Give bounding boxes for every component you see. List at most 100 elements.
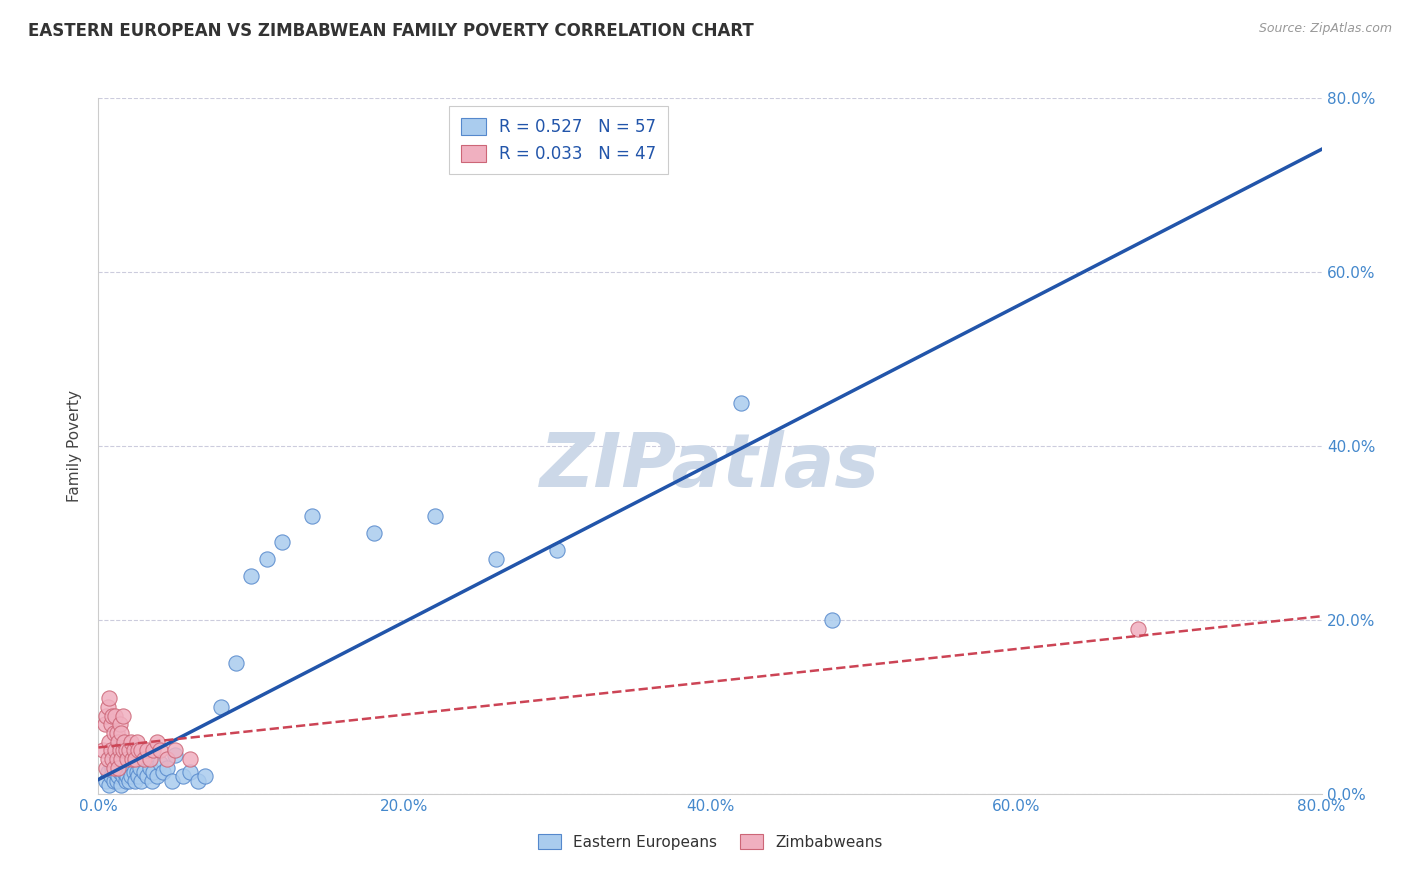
Point bbox=[363, 525, 385, 540]
Point bbox=[139, 761, 162, 775]
Point bbox=[270, 534, 292, 549]
Point bbox=[209, 699, 232, 714]
Point bbox=[111, 743, 134, 757]
Point bbox=[256, 552, 278, 566]
Point bbox=[100, 743, 122, 757]
Point bbox=[172, 769, 194, 784]
Point bbox=[120, 735, 142, 749]
Point bbox=[134, 752, 156, 766]
Point bbox=[163, 747, 186, 762]
Point bbox=[100, 717, 122, 731]
Point bbox=[110, 778, 132, 792]
Point bbox=[145, 769, 167, 784]
Point bbox=[121, 752, 143, 766]
Point bbox=[122, 765, 145, 780]
Point bbox=[149, 743, 172, 757]
Point bbox=[97, 699, 120, 714]
Point bbox=[110, 761, 132, 775]
Legend: Eastern Europeans, Zimbabweans: Eastern Europeans, Zimbabweans bbox=[531, 828, 889, 855]
Point bbox=[103, 773, 125, 788]
Point bbox=[98, 778, 121, 792]
Point bbox=[94, 708, 117, 723]
Point bbox=[101, 752, 124, 766]
Point bbox=[156, 752, 179, 766]
Point bbox=[124, 752, 146, 766]
Point bbox=[152, 765, 174, 780]
Point bbox=[139, 752, 162, 766]
Point bbox=[105, 773, 128, 788]
Point bbox=[112, 735, 135, 749]
Point bbox=[107, 756, 129, 771]
Point bbox=[98, 735, 121, 749]
Point bbox=[821, 613, 844, 627]
Point bbox=[104, 743, 127, 757]
Point bbox=[103, 726, 125, 740]
Point bbox=[1128, 622, 1150, 636]
Point bbox=[93, 717, 115, 731]
Point bbox=[301, 508, 323, 523]
Point bbox=[104, 708, 127, 723]
Point bbox=[110, 726, 132, 740]
Point bbox=[98, 691, 121, 706]
Point bbox=[104, 765, 127, 780]
Text: ZIPatlas: ZIPatlas bbox=[540, 430, 880, 503]
Point bbox=[134, 765, 156, 780]
Point bbox=[105, 752, 128, 766]
Point bbox=[115, 743, 138, 757]
Point bbox=[129, 743, 152, 757]
Point bbox=[121, 752, 143, 766]
Point bbox=[101, 761, 124, 775]
Point bbox=[107, 735, 129, 749]
Point bbox=[730, 395, 752, 409]
Point bbox=[118, 761, 141, 775]
Point bbox=[125, 765, 148, 780]
Y-axis label: Family Poverty: Family Poverty bbox=[67, 390, 83, 502]
Point bbox=[179, 765, 201, 780]
Point bbox=[225, 657, 247, 671]
Point bbox=[108, 743, 131, 757]
Text: EASTERN EUROPEAN VS ZIMBABWEAN FAMILY POVERTY CORRELATION CHART: EASTERN EUROPEAN VS ZIMBABWEAN FAMILY PO… bbox=[28, 22, 754, 40]
Point bbox=[240, 569, 263, 583]
Point bbox=[485, 552, 508, 566]
Point bbox=[163, 743, 186, 757]
Point bbox=[103, 752, 125, 766]
Point bbox=[97, 752, 120, 766]
Point bbox=[120, 769, 142, 784]
Point bbox=[128, 761, 150, 775]
Point bbox=[124, 773, 146, 788]
Point bbox=[117, 769, 139, 784]
Point bbox=[94, 761, 117, 775]
Point bbox=[111, 708, 134, 723]
Point bbox=[107, 769, 129, 784]
Point bbox=[125, 735, 148, 749]
Point bbox=[111, 752, 134, 766]
Point bbox=[127, 769, 149, 784]
Point bbox=[129, 773, 152, 788]
Text: Source: ZipAtlas.com: Source: ZipAtlas.com bbox=[1258, 22, 1392, 36]
Point bbox=[127, 743, 149, 757]
Point bbox=[145, 735, 167, 749]
Point bbox=[122, 743, 145, 757]
Point bbox=[136, 743, 159, 757]
Point bbox=[112, 765, 135, 780]
Point bbox=[117, 752, 139, 766]
Point bbox=[103, 761, 125, 775]
Point bbox=[107, 761, 129, 775]
Point bbox=[141, 773, 163, 788]
Point bbox=[142, 765, 165, 780]
Point bbox=[142, 743, 165, 757]
Point bbox=[101, 708, 124, 723]
Point bbox=[108, 717, 131, 731]
Point bbox=[94, 773, 117, 788]
Point bbox=[194, 769, 217, 784]
Point bbox=[111, 769, 134, 784]
Point bbox=[187, 773, 209, 788]
Point bbox=[100, 769, 122, 784]
Point bbox=[423, 508, 446, 523]
Point bbox=[108, 765, 131, 780]
Point bbox=[546, 543, 568, 558]
Point bbox=[160, 773, 183, 788]
Point bbox=[149, 756, 172, 771]
Point bbox=[115, 773, 138, 788]
Point bbox=[156, 761, 179, 775]
